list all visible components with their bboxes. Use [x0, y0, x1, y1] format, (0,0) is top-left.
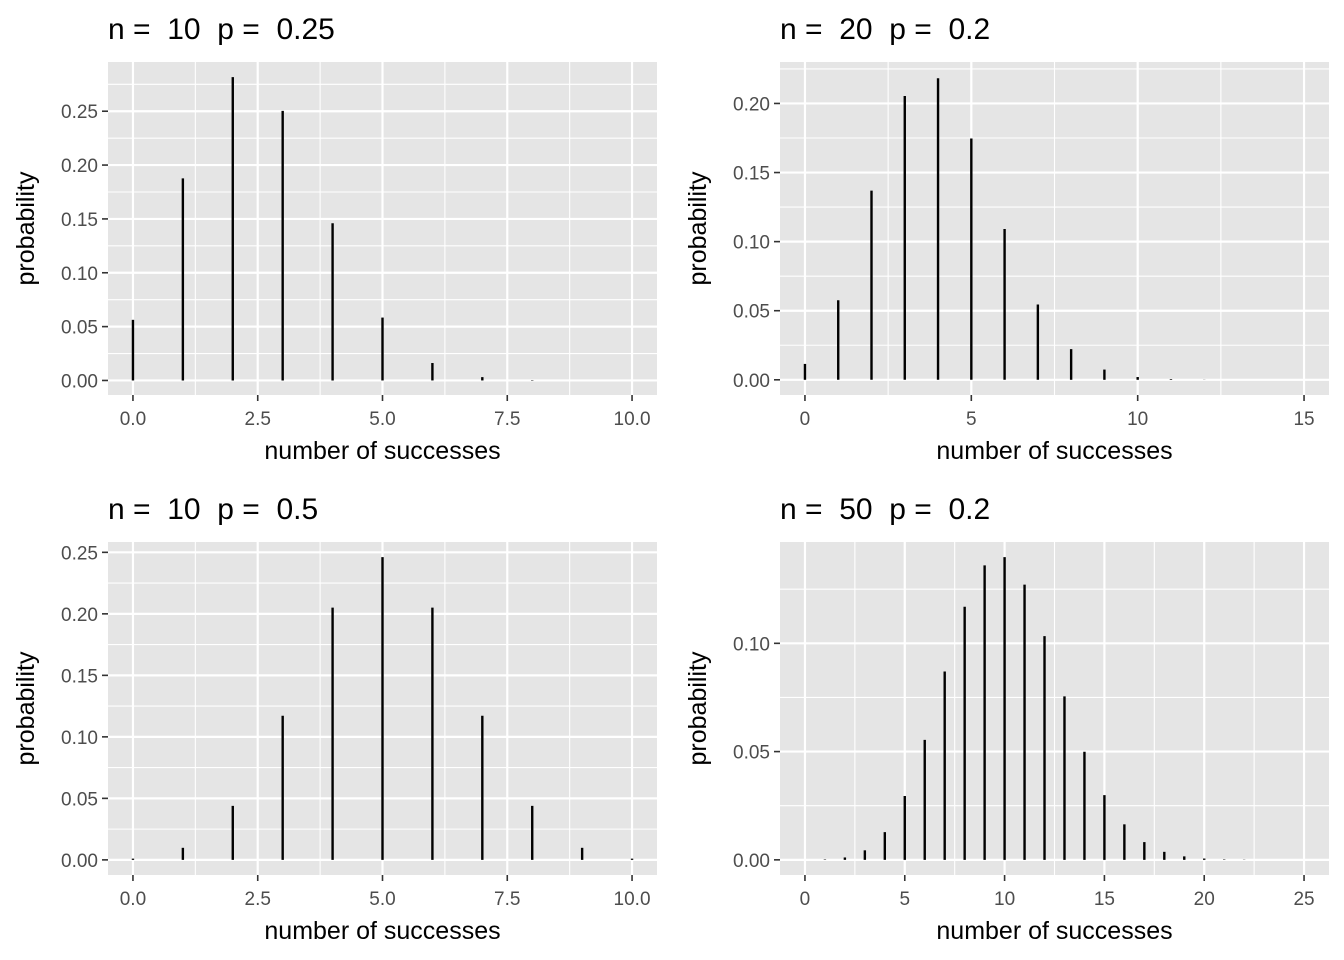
y-tick-label: 0.20: [61, 605, 98, 626]
y-tick-label: 0.05: [61, 789, 98, 810]
x-tick-label: 7.5: [494, 889, 520, 910]
chart-panel: 0 5 10 15 20 25 0.00 0.05 0.10 n = 50 p = 0.2 numb…: [684, 493, 1329, 945]
x-tick-label: 25: [1293, 889, 1314, 910]
x-axis-title: number of successes: [936, 917, 1172, 945]
y-tick-label: 0.15: [61, 210, 98, 231]
x-tick-label: 0.0: [120, 409, 146, 430]
y-tick-label: 0.00: [733, 371, 770, 392]
y-tick-label: 0.00: [733, 851, 770, 872]
x-tick-label: 10: [994, 889, 1015, 910]
x-tick-label: 0.0: [120, 889, 146, 910]
y-tick-label: 0.05: [61, 318, 98, 339]
x-tick-label: 7.5: [494, 409, 520, 430]
y-tick-label: 0.10: [733, 634, 770, 655]
x-tick-label: 10.0: [614, 889, 651, 910]
panel-title: n = 10 p = 0.5: [108, 493, 318, 526]
x-tick-label: 5: [966, 409, 977, 430]
panel-title: n = 50 p = 0.2: [780, 493, 990, 526]
y-tick-label: 0.10: [733, 233, 770, 254]
chart-panel: 0 5 10 15 0.00 0.05 0.10 0.15 0.20 n = 20 p = 0.2…: [684, 13, 1329, 465]
y-tick-label: 0.15: [733, 164, 770, 185]
y-tick-label: 0.25: [61, 543, 98, 564]
y-axis-title: probability: [12, 651, 40, 765]
x-tick-label: 5.0: [369, 409, 395, 430]
y-tick-label: 0.00: [61, 851, 98, 872]
y-axis-title: probability: [12, 171, 40, 285]
x-tick-label: 5: [899, 889, 910, 910]
panel-title: n = 20 p = 0.2: [780, 13, 990, 46]
x-tick-label: 10.0: [614, 409, 651, 430]
x-tick-label: 2.5: [245, 889, 271, 910]
y-axis-title: probability: [684, 171, 712, 285]
x-tick-label: 5.0: [369, 889, 395, 910]
y-tick-label: 0.10: [61, 264, 98, 285]
y-axis-title: probability: [684, 651, 712, 765]
x-tick-label: 15: [1293, 409, 1314, 430]
y-tick-label: 0.25: [61, 102, 98, 123]
y-tick-label: 0.20: [61, 156, 98, 177]
x-tick-label: 20: [1194, 889, 1215, 910]
panel-title: n = 10 p = 0.25: [108, 13, 335, 46]
x-tick-label: 2.5: [245, 409, 271, 430]
x-tick-label: 15: [1094, 889, 1115, 910]
y-tick-label: 0.10: [61, 728, 98, 749]
y-tick-label: 0.20: [733, 94, 770, 115]
y-tick-label: 0.05: [733, 743, 770, 764]
x-tick-label: 0: [800, 409, 811, 430]
x-axis-title: number of successes: [264, 917, 500, 945]
x-tick-label: 0: [800, 889, 811, 910]
x-axis-title: number of successes: [264, 437, 500, 465]
chart-panel: 0.0 2.5 5.0 7.5 10.0 0.00 0.05 0.10 0.15 0.20 0.25…: [12, 13, 657, 465]
y-tick-label: 0.15: [61, 666, 98, 687]
y-tick-label: 0.05: [733, 302, 770, 323]
x-axis-title: number of successes: [936, 437, 1172, 465]
y-tick-label: 0.00: [61, 371, 98, 392]
chart-panel: 0.0 2.5 5.0 7.5 10.0 0.00 0.05 0.10 0.15 0.20 0.25…: [12, 493, 657, 945]
x-tick-label: 10: [1127, 409, 1148, 430]
